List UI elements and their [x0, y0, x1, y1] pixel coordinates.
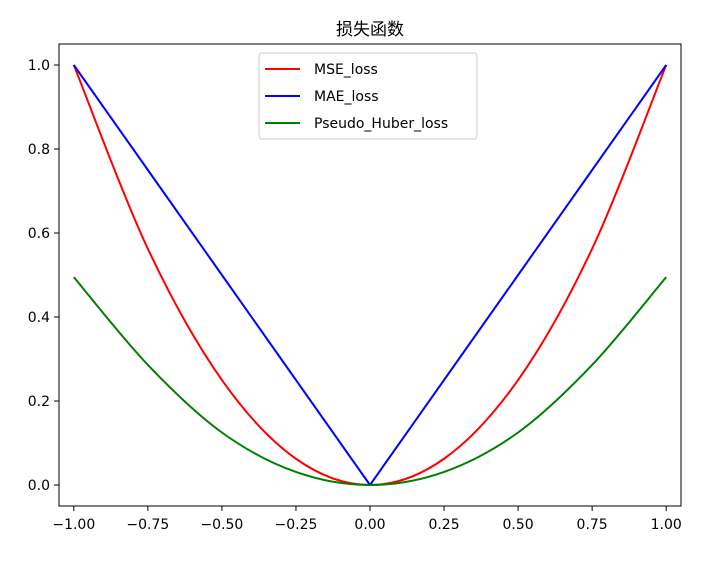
- legend-box: [258, 52, 478, 140]
- x-tick-label: 0.25: [428, 517, 459, 533]
- x-axis: −1.00 −0.75 −0.50 −0.25 0.00 0.25 0.50 0.75 1.00: [52, 506, 682, 533]
- x-tick-label: −0.50: [200, 517, 243, 533]
- legend-label: Pseudo_Huber_loss: [314, 116, 448, 132]
- x-tick-label: −1.00: [52, 517, 95, 533]
- x-tick-label: 1.00: [651, 517, 682, 533]
- legend-label: MSE_loss: [314, 62, 378, 78]
- x-tick-label: 0.50: [503, 517, 534, 533]
- y-tick-label: 0.4: [28, 310, 50, 326]
- x-tick-label: 0.00: [354, 517, 385, 533]
- y-tick-label: 0.2: [28, 394, 50, 410]
- series-line-pseudo-huber-loss: [73, 276, 667, 486]
- y-axis: 0.0 0.2 0.4 0.6 0.8 1.0: [28, 58, 59, 494]
- legend-label: MAE_loss: [314, 89, 379, 105]
- y-tick-label: 0.6: [28, 226, 50, 242]
- legend: MSE_loss MAE_loss Pseudo_Huber_loss: [258, 52, 478, 140]
- y-tick-label: 0.0: [28, 478, 50, 494]
- x-tick-label: 0.75: [577, 517, 608, 533]
- y-tick-label: 0.8: [28, 142, 50, 158]
- x-tick-label: −0.75: [126, 517, 169, 533]
- y-tick-label: 1.0: [28, 58, 50, 74]
- x-tick-label: −0.25: [274, 517, 317, 533]
- chart-title: 损失函数: [336, 20, 404, 40]
- series-lines: [72, 64, 668, 486]
